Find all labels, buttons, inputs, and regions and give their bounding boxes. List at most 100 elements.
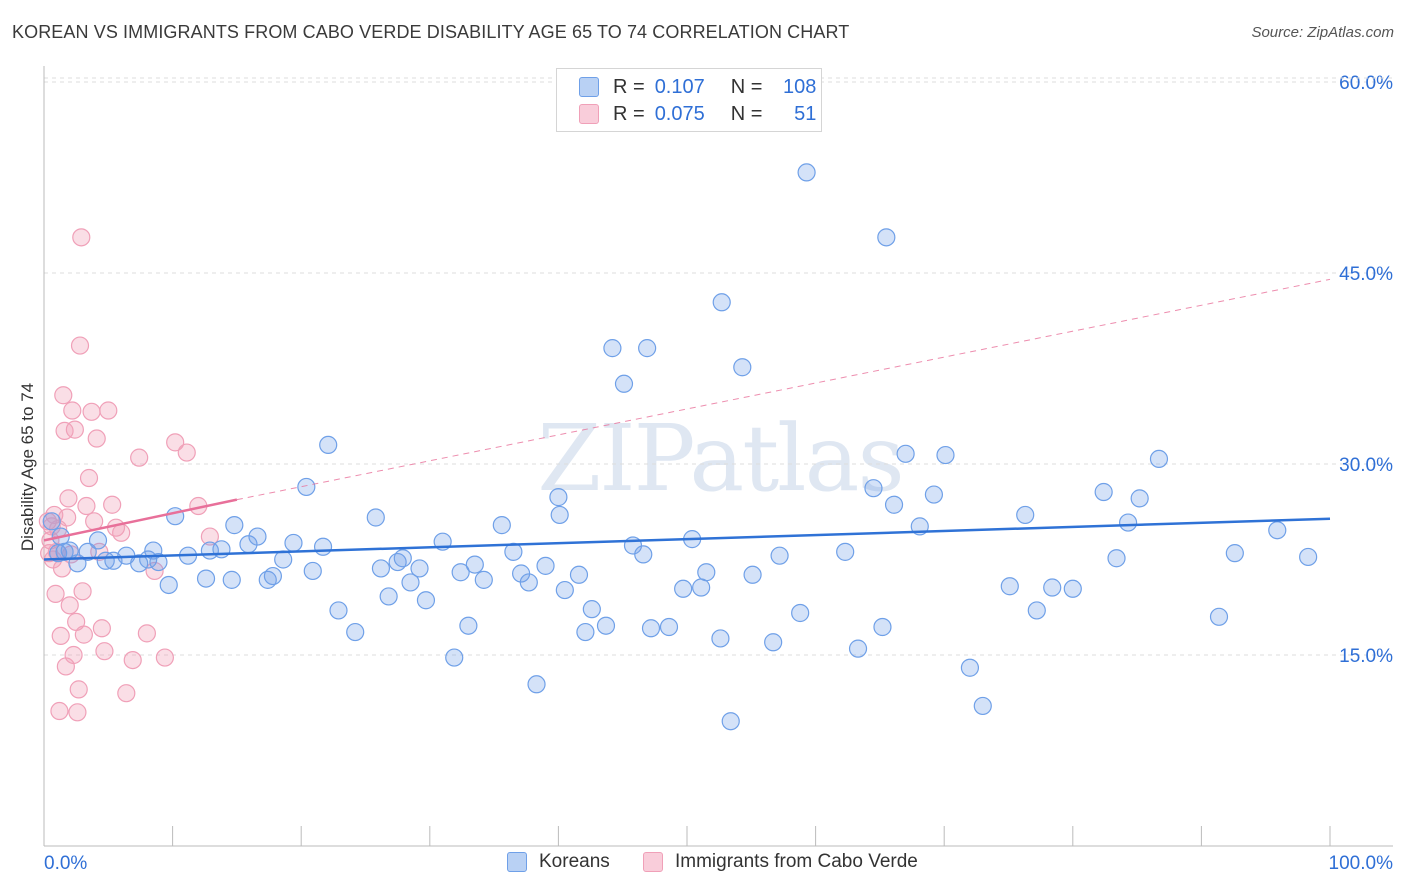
data-point-korean	[1027, 601, 1046, 620]
data-point-cabo-verde	[69, 680, 88, 699]
data-point-cabo-verde	[103, 495, 122, 514]
data-point-korean	[297, 477, 316, 497]
data-point-korean	[569, 565, 589, 584]
data-point-korean	[1094, 482, 1113, 502]
data-point-korean	[638, 339, 657, 358]
data-point-korean	[319, 435, 338, 454]
x-tick-label: 100.0%	[1329, 853, 1394, 874]
data-point-korean	[519, 573, 538, 592]
data-point-cabo-verde	[54, 386, 73, 405]
data-point-korean	[791, 603, 810, 623]
data-point-cabo-verde	[130, 448, 149, 467]
legend-r-label: R =	[613, 75, 645, 98]
y-tick-label: 60.0%	[1339, 73, 1393, 94]
data-point-cabo-verde	[46, 584, 65, 603]
data-point-korean	[1118, 513, 1138, 532]
data-point-korean	[465, 555, 484, 574]
data-point-korean	[527, 675, 546, 694]
data-point-cabo-verde	[87, 429, 106, 448]
trend-line-koreans	[43, 517, 1331, 561]
legend-n-value: 108	[783, 75, 817, 98]
data-point-cabo-verde	[74, 625, 93, 644]
data-point-cabo-verde	[60, 596, 79, 615]
data-point-korean	[697, 563, 716, 582]
source-credit: Source: ZipAtlas.com	[1251, 24, 1394, 41]
bottom-legend-label-cabo-verde: Immigrants from Cabo Verde	[675, 851, 918, 872]
data-point-korean	[634, 545, 653, 564]
data-point-cabo-verde	[77, 496, 96, 516]
data-point-korean	[329, 601, 348, 620]
legend-row-koreans: R = 0.107 N = 108	[579, 75, 816, 99]
data-point-korean	[641, 619, 661, 638]
x-tick-label: 0.0%	[44, 853, 87, 874]
y-tick-label: 15.0%	[1339, 646, 1393, 667]
data-point-korean	[379, 587, 398, 606]
data-point-korean	[549, 488, 568, 507]
data-point-korean	[960, 658, 980, 677]
data-point-korean	[459, 616, 478, 635]
data-point-cabo-verde	[155, 648, 174, 667]
data-point-korean	[366, 508, 385, 527]
data-point-korean	[924, 485, 944, 504]
data-point-korean	[973, 696, 992, 716]
data-point-korean	[1000, 577, 1019, 596]
data-point-korean	[674, 579, 693, 598]
data-point-cabo-verde	[47, 542, 66, 561]
data-point-cabo-verde	[82, 402, 101, 421]
bottom-legend-cabo-verde: Immigrants from Cabo Verde	[643, 851, 918, 873]
data-point-cabo-verde	[59, 489, 78, 508]
data-point-korean	[721, 712, 740, 731]
data-point-cabo-verde	[85, 512, 104, 531]
data-point-cabo-verde	[73, 582, 92, 601]
data-point-korean	[274, 550, 293, 569]
data-point-cabo-verde	[65, 420, 84, 439]
legend-n-label: N =	[730, 102, 763, 125]
data-point-cabo-verde	[70, 336, 90, 355]
data-point-cabo-verde	[79, 468, 99, 488]
legend-swatch-cabo-verde	[579, 104, 599, 124]
data-point-korean	[603, 339, 622, 358]
data-point-cabo-verde	[117, 684, 136, 703]
data-point-korean	[504, 542, 523, 561]
data-point-cabo-verde	[92, 619, 111, 638]
bottom-legend-koreans: Koreans	[507, 851, 610, 873]
data-point-korean	[896, 444, 915, 463]
bottom-legend-label-koreans: Koreans	[539, 851, 610, 872]
data-point-korean	[1149, 449, 1169, 469]
data-point-cabo-verde	[137, 624, 156, 643]
data-point-korean	[614, 374, 634, 393]
data-point-korean	[1209, 607, 1229, 626]
data-point-korean	[836, 542, 855, 561]
legend-r-label: R =	[613, 102, 645, 125]
y-tick-label: 30.0%	[1339, 455, 1393, 476]
data-point-korean	[550, 505, 569, 525]
data-point-korean	[848, 639, 868, 658]
data-point-korean	[1299, 547, 1318, 567]
data-point-cabo-verde	[63, 401, 82, 420]
data-point-korean	[582, 600, 601, 619]
data-point-korean	[770, 546, 789, 565]
data-point-korean	[492, 516, 511, 535]
data-point-cabo-verde	[51, 626, 70, 646]
legend-row-cabo-verde: R = 0.075 N = 51	[579, 102, 816, 126]
data-point-korean	[78, 542, 97, 561]
data-point-cabo-verde	[200, 527, 219, 546]
data-point-korean	[1107, 549, 1126, 568]
data-point-korean	[159, 575, 178, 595]
data-point-korean	[416, 591, 436, 610]
data-point-korean	[303, 561, 322, 581]
data-point-korean	[149, 552, 168, 572]
data-point-korean	[711, 629, 730, 648]
data-point-korean	[1130, 489, 1149, 508]
legend-r-value: 0.107	[654, 75, 705, 98]
data-point-korean	[576, 622, 595, 642]
data-point-korean	[1043, 578, 1062, 597]
data-point-cabo-verde	[58, 508, 77, 527]
legend-swatch-koreans	[579, 77, 599, 97]
watermark: ZIPatlas	[537, 405, 902, 512]
bottom-legend-swatch-cabo-verde	[643, 852, 663, 872]
data-point-korean	[536, 556, 555, 575]
data-point-cabo-verde	[177, 443, 196, 462]
data-point-cabo-verde	[112, 523, 131, 542]
